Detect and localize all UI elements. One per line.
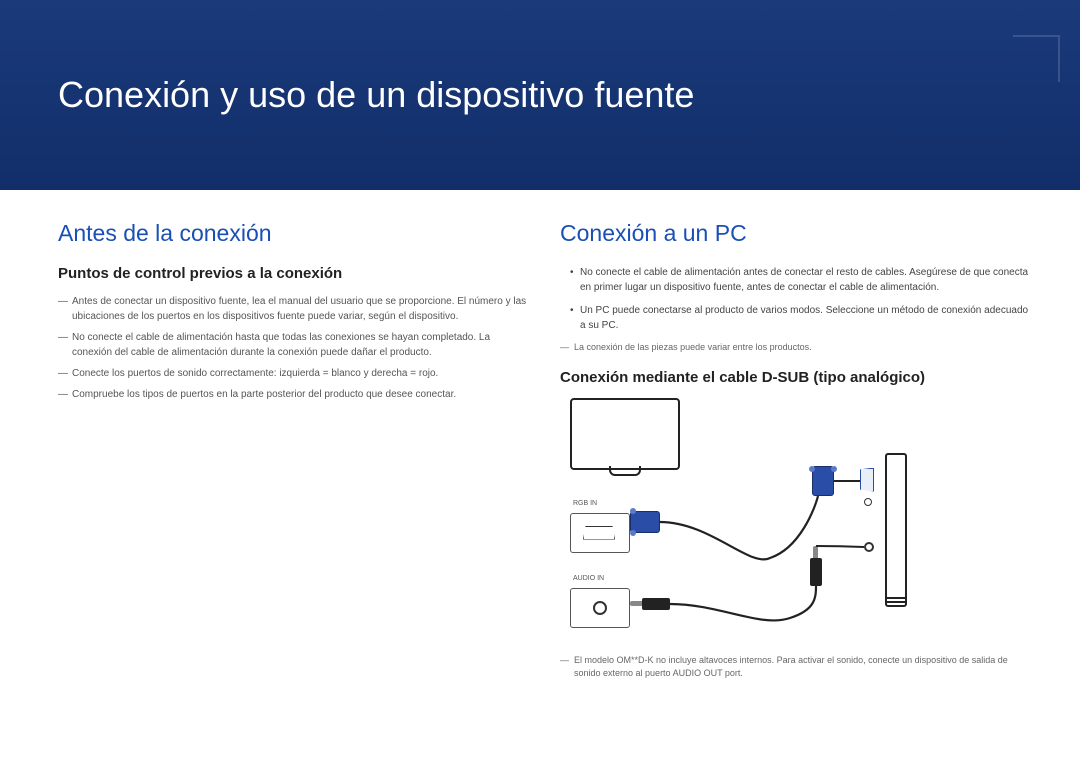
note-item: Conecte los puertos de sonido correctame…	[58, 366, 530, 381]
bullet-item: No conecte el cable de alimentación ante…	[560, 265, 1032, 295]
vga-plug-icon	[812, 466, 834, 496]
note-item: No conecte el cable de alimentación hast…	[58, 330, 530, 360]
left-heading: Antes de la conexión	[58, 220, 530, 247]
audio-jack-icon	[593, 601, 607, 615]
pc-vga-screw-icon	[864, 498, 872, 506]
vga-plug-icon	[630, 511, 660, 533]
rgb-label: RGB IN	[573, 500, 597, 507]
note-item: Antes de conectar un dispositivo fuente,…	[58, 294, 530, 324]
content-area: Antes de la conexión Puntos de control p…	[0, 190, 1080, 701]
right-heading: Conexión a un PC	[560, 220, 1032, 247]
bullet-item: Un PC puede conectarse al producto de va…	[560, 303, 1032, 333]
connection-diagram: RGB IN AUDIO IN	[570, 398, 910, 648]
right-subheading: Conexión mediante el cable D-SUB (tipo a…	[560, 369, 1032, 386]
left-subheading: Puntos de control previos a la conexión	[58, 265, 530, 282]
rgb-in-port: RGB IN	[570, 513, 630, 553]
diagram-footnote: El modelo OM**D-K no incluye altavoces i…	[560, 654, 1032, 681]
pc-tower-icon	[885, 453, 907, 603]
page-title: Conexión y uso de un dispositivo fuente	[58, 74, 694, 116]
audio-plug-icon	[630, 598, 670, 610]
audio-in-port: AUDIO IN	[570, 588, 630, 628]
note-item: La conexión de las piezas puede variar e…	[560, 341, 1032, 355]
audio-plug-icon	[810, 546, 822, 586]
right-column: Conexión a un PC No conecte el cable de …	[560, 220, 1032, 681]
audio-label: AUDIO IN	[573, 575, 604, 582]
note-item: Compruebe los tipos de puertos en la par…	[58, 387, 530, 402]
pc-vga-port-icon	[860, 468, 874, 492]
monitor-icon	[570, 398, 680, 470]
pc-audio-jack-icon	[864, 542, 874, 552]
page-header: Conexión y uso de un dispositivo fuente	[0, 0, 1080, 190]
left-column: Antes de la conexión Puntos de control p…	[58, 220, 530, 681]
vga-port-icon	[583, 526, 615, 540]
